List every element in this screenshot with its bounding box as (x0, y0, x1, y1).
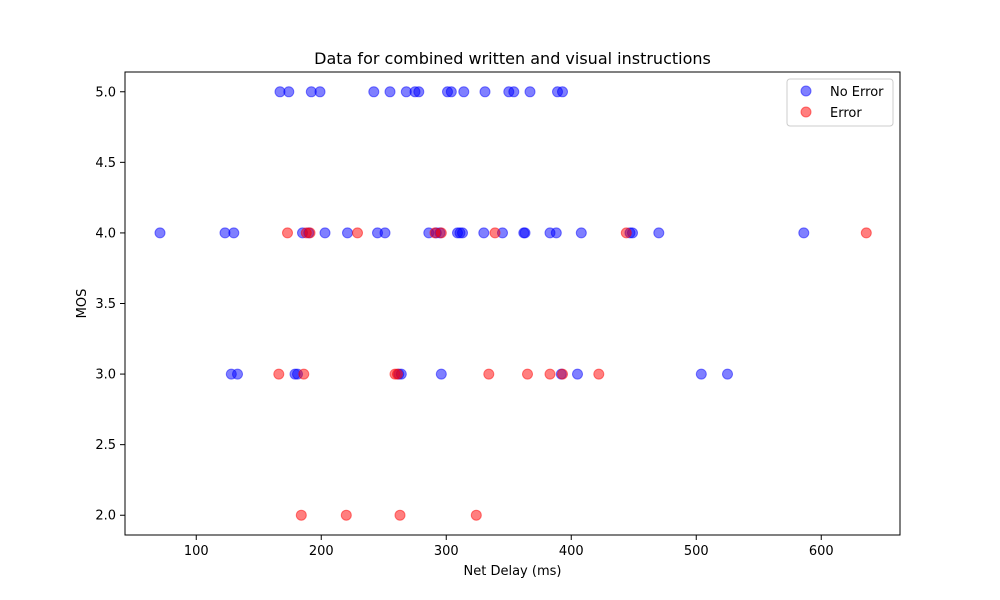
legend: No Error Error (786, 78, 894, 127)
y-tick-label: 2.5 (95, 438, 116, 453)
point-no-error-53 (695, 368, 707, 380)
point-error-16 (557, 368, 568, 380)
point-error-19 (340, 509, 352, 521)
point-no-error-8 (413, 86, 425, 98)
y-tick-label: 3.5 (95, 297, 116, 312)
legend-marker-no-error (800, 85, 812, 97)
x-tick-label: 600 (809, 544, 834, 559)
y-tick-label: 2.0 (95, 509, 116, 524)
point-no-error-17 (557, 86, 568, 98)
x-tick-label: 300 (434, 544, 459, 559)
point-no-error-26 (379, 227, 391, 239)
point-no-error-38 (550, 227, 562, 239)
point-error-13 (483, 368, 495, 380)
point-error-12 (392, 368, 403, 380)
point-error-9 (273, 368, 285, 380)
point-error-0 (282, 227, 293, 239)
y-axis: 2.0 2.5 3.0 3.5 4.0 4.5 5.0 (95, 85, 125, 524)
point-error-10 (298, 368, 310, 380)
point-no-error-23 (319, 227, 331, 239)
x-axis-label: Net Delay (ms) (464, 564, 562, 579)
point-no-error-32 (457, 227, 468, 239)
x-tick-label: 200 (309, 544, 334, 559)
point-no-error-50 (435, 368, 447, 380)
x-tick-label: 400 (559, 544, 584, 559)
y-tick-label: 4.0 (95, 226, 116, 241)
chart-title: Data for combined written and visual ins… (314, 49, 711, 68)
point-no-error-54 (722, 368, 733, 380)
point-no-error-1 (283, 86, 295, 98)
point-no-error-18 (154, 227, 166, 239)
point-no-error-39 (575, 227, 587, 239)
point-error-21 (470, 509, 482, 521)
y-tick-label: 3.0 (95, 368, 116, 383)
legend-box (786, 78, 894, 127)
point-no-error-3 (314, 86, 326, 98)
point-no-error-15 (524, 86, 536, 98)
point-no-error-36 (519, 227, 531, 239)
y-tick-label: 4.5 (95, 156, 116, 171)
point-error-7 (620, 227, 632, 239)
legend-label-no-error: No Error (830, 85, 884, 100)
point-error-2 (304, 227, 316, 239)
point-no-error-52 (572, 368, 583, 380)
point-no-error-33 (478, 227, 490, 239)
point-error-5 (435, 227, 447, 239)
point-no-error-45 (232, 368, 243, 380)
x-axis: 100 200 300 400 500 600 (184, 535, 834, 559)
y-axis-label: MOS (75, 289, 90, 319)
point-no-error-12 (479, 86, 491, 98)
point-error-8 (860, 227, 872, 239)
point-no-error-10 (445, 86, 457, 98)
point-no-error-24 (342, 227, 353, 239)
legend-marker-error (800, 106, 812, 118)
x-tick-label: 500 (684, 544, 709, 559)
point-no-error-14 (508, 86, 520, 98)
plot-area (154, 86, 872, 521)
legend-label-error: Error (830, 106, 862, 121)
point-error-20 (394, 509, 406, 521)
point-error-6 (489, 227, 501, 239)
point-no-error-43 (798, 227, 810, 239)
point-error-15 (544, 368, 556, 380)
x-tick-label: 100 (184, 544, 209, 559)
point-error-17 (593, 368, 605, 380)
point-no-error-11 (458, 86, 470, 98)
point-no-error-4 (368, 86, 380, 98)
point-error-18 (295, 509, 307, 521)
point-no-error-5 (384, 86, 396, 98)
point-no-error-20 (228, 227, 240, 239)
point-no-error-42 (653, 227, 665, 239)
point-error-3 (352, 227, 363, 239)
axes-frame (124, 71, 901, 536)
point-error-14 (522, 368, 533, 380)
y-tick-label: 5.0 (95, 85, 116, 100)
